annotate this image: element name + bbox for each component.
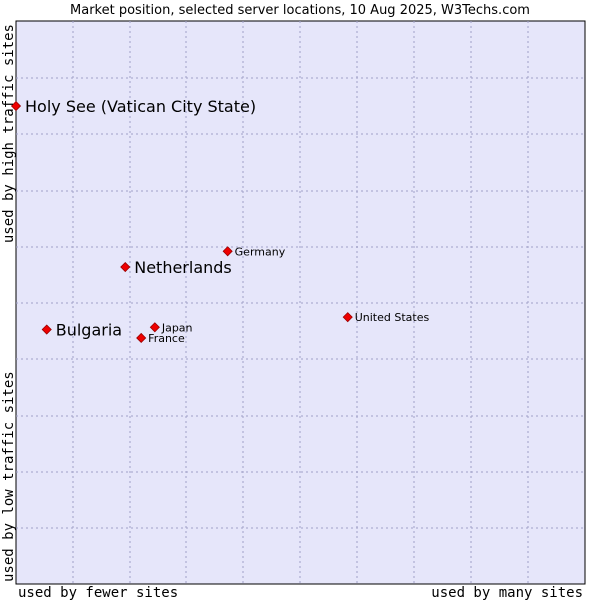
x-axis-label-high: used by many sites	[431, 585, 583, 600]
point-label-japan: Japan	[161, 321, 193, 334]
point-marker-japan	[149, 322, 160, 333]
point-label-france: France	[148, 332, 185, 345]
point-marker-united-states	[342, 312, 353, 323]
point-marker-holy-see-vatican-city-state	[10, 100, 22, 112]
point-marker-netherlands	[120, 261, 131, 273]
grid-lines	[16, 21, 585, 584]
point-marker-france	[136, 332, 147, 344]
point-label-holy-see-vatican-city-state: Holy See (Vatican City State)	[25, 97, 256, 116]
point-label-germany: Germany	[235, 245, 286, 258]
chart-title: Market position, selected server locatio…	[70, 3, 530, 18]
point-marker-bulgaria	[41, 324, 52, 335]
point-label-bulgaria: Bulgaria	[56, 321, 122, 340]
point-marker-germany	[222, 246, 233, 257]
y-axis-label-low: used by low traffic sites	[1, 371, 17, 582]
data-points: Holy See (Vatican City State) Netherlands…	[10, 97, 430, 345]
point-label-united-states: United States	[355, 311, 430, 324]
y-axis-label-high: used by high traffic sites	[1, 24, 17, 243]
point-label-netherlands: Netherlands	[134, 258, 232, 277]
x-axis-label-low: used by fewer sites	[18, 585, 178, 600]
